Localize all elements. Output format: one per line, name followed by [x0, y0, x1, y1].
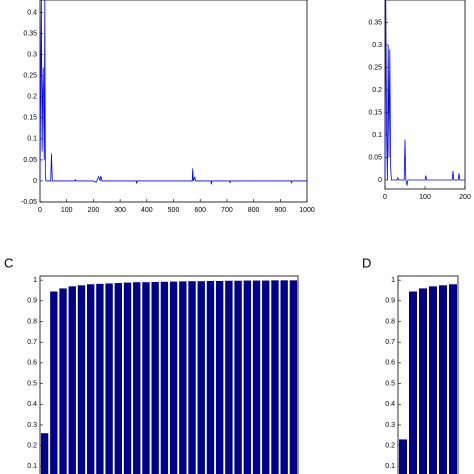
- bar: [40, 433, 49, 474]
- x-tick-label: 100: [61, 207, 73, 214]
- y-tick-label: 0.1: [27, 463, 37, 470]
- plot-frame: [39, 0, 308, 203]
- bar: [59, 288, 67, 474]
- bar: [206, 280, 215, 474]
- plot-frame: [39, 275, 299, 474]
- y-tick-label: 0.3: [372, 42, 382, 49]
- y-tick-label: 1: [391, 277, 395, 284]
- y-tick-label: 0.4: [27, 401, 37, 408]
- y-tick-label: 0.15: [368, 109, 382, 116]
- y-tick-label: 0.2: [27, 442, 37, 449]
- bar: [68, 286, 76, 474]
- x-tick-label: 1000: [299, 207, 315, 214]
- y-tick-label: 0.4: [27, 9, 37, 16]
- plot-frame: [397, 275, 459, 474]
- bar: [399, 439, 407, 474]
- y-tick-label: 0.35: [368, 19, 382, 26]
- y-tick-label: 0.25: [23, 73, 37, 80]
- bar: [215, 280, 224, 474]
- x-tick-label: 200: [88, 207, 100, 214]
- bar: [151, 281, 159, 474]
- x-tick-label: 700: [221, 207, 233, 214]
- bar: [419, 288, 427, 474]
- bar: [96, 283, 104, 474]
- bar: [197, 281, 205, 474]
- y-tick-label: 0.1: [27, 136, 37, 143]
- y-tick-label: 0.7: [27, 339, 37, 346]
- bar: [50, 291, 58, 474]
- bar: [77, 285, 86, 474]
- y-tick-label: 0.2: [27, 94, 37, 101]
- y-tick-label: -0.05: [21, 199, 37, 206]
- y-tick-label: 0.05: [23, 157, 37, 164]
- x-tick-label: 100: [419, 194, 431, 201]
- bar: [179, 281, 187, 474]
- y-tick-label: 0: [33, 178, 37, 185]
- bar: [105, 283, 113, 474]
- y-tick-label: 0.5: [27, 380, 37, 387]
- y-tick-label: 0: [378, 177, 382, 184]
- bar: [234, 280, 242, 474]
- bar: [133, 282, 141, 474]
- y-tick-label: 0.15: [23, 115, 37, 122]
- bar: [409, 291, 417, 474]
- y-tick-label: 0.2: [372, 87, 382, 94]
- x-tick-label: 200: [459, 194, 471, 201]
- bar: [225, 280, 233, 474]
- x-tick-label: 800: [248, 207, 260, 214]
- y-tick-label: 0.9: [27, 298, 37, 305]
- x-tick-label: 0: [383, 194, 387, 201]
- plot-frame: [384, 0, 466, 190]
- bar: [114, 283, 123, 474]
- y-tick-label: 0.4: [385, 401, 395, 408]
- y-tick-label: 0.5: [385, 380, 395, 387]
- x-tick-label: 300: [114, 207, 126, 214]
- bar: [271, 280, 279, 474]
- x-tick-label: 500: [168, 207, 180, 214]
- bar: [188, 281, 196, 474]
- y-tick-label: 0.05: [368, 154, 382, 161]
- x-tick-label: 400: [141, 207, 153, 214]
- y-tick-label: 0.3: [27, 422, 37, 429]
- bar: [449, 284, 457, 474]
- panel-label: C: [4, 255, 13, 270]
- bar: [86, 284, 95, 474]
- bar: [280, 280, 288, 474]
- y-tick-label: 0.9: [385, 298, 395, 305]
- y-tick-label: 0.35: [23, 31, 37, 38]
- x-tick-label: 900: [274, 207, 286, 214]
- panel-label: D: [362, 255, 371, 270]
- bar: [289, 280, 298, 474]
- y-tick-label: 0.2: [385, 442, 395, 449]
- y-tick-label: 0.3: [27, 52, 37, 59]
- bar: [160, 281, 169, 474]
- bar: [439, 285, 447, 474]
- y-tick-label: 0.3: [385, 422, 395, 429]
- bar: [169, 281, 178, 474]
- y-tick-label: 0.1: [385, 463, 395, 470]
- x-tick-label: 0: [38, 207, 42, 214]
- bar: [262, 280, 270, 474]
- bar: [123, 282, 132, 474]
- y-tick-label: 0.8: [385, 318, 395, 325]
- y-tick-label: 0.8: [27, 318, 37, 325]
- bar: [429, 286, 437, 474]
- data-line: [384, 0, 465, 186]
- y-tick-label: 0.1: [372, 132, 382, 139]
- bar: [142, 282, 150, 474]
- y-tick-label: 1: [33, 277, 37, 284]
- y-tick-label: 0.6: [385, 360, 395, 367]
- y-tick-label: 0.7: [385, 339, 395, 346]
- x-tick-label: 600: [194, 207, 206, 214]
- y-tick-label: 0.25: [368, 64, 382, 71]
- bar: [243, 280, 252, 474]
- data-line: [39, 0, 307, 185]
- y-tick-label: 0.6: [27, 360, 37, 367]
- bar: [252, 280, 261, 474]
